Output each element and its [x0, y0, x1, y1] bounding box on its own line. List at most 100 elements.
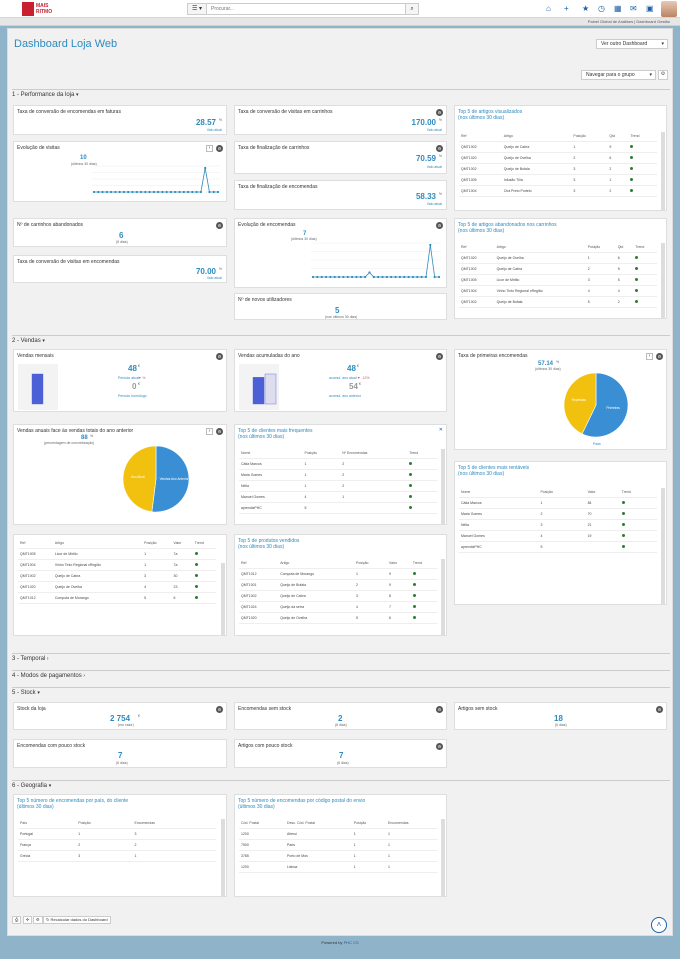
column-header[interactable]: Ref	[459, 243, 495, 253]
table-row[interactable]: QMT1020 Queijo de Ovelha 1 6	[459, 252, 657, 264]
kpi-link[interactable]: Valo atual	[206, 276, 222, 280]
gear-icon[interactable]: ⚙	[436, 353, 443, 360]
chevron-right-icon[interactable]: ›	[206, 428, 213, 435]
navigate-group-select[interactable]: Navegar para o grupo ▾	[581, 70, 656, 80]
table-row[interactable]: Nélia 1 2	[239, 480, 437, 492]
table-row[interactable]: QMT1020 Queijo de Ovelha 2 6	[459, 152, 657, 164]
column-header[interactable]: Nome	[459, 488, 539, 498]
expand-button[interactable]: ✣	[23, 916, 33, 924]
table-scrollbar[interactable]	[441, 449, 445, 524]
column-header[interactable]: Ref	[18, 539, 53, 549]
table-row[interactable]: 1200 Afensi 1 1	[239, 828, 437, 840]
table-row[interactable]: Maria Gomes 1 2	[239, 469, 437, 481]
table-row[interactable]: QMT1002 Queijo de Cabra 3 8	[239, 590, 437, 602]
kpi-link[interactable]: Período homólogo	[118, 394, 147, 398]
column-header[interactable]: Artigo	[494, 243, 586, 253]
table-row[interactable]: QMT1004 Vinho Tinto Regional xRegião 1 7a	[18, 559, 216, 571]
table-row[interactable]: QMT1005 Licor de Mirtilo 3 5	[459, 274, 657, 286]
table-row[interactable]: QMT1020 Queijo de Ovelha 5 6	[239, 612, 437, 624]
calendar-icon[interactable]: ▦	[614, 4, 622, 13]
column-header[interactable]: Encomendas	[132, 819, 216, 829]
table-row[interactable]: Manuel Gomes 4 19	[459, 530, 657, 542]
column-header[interactable]: Valor	[171, 539, 193, 549]
section-sales[interactable]: 2 - Vendas ▾	[12, 335, 670, 344]
section-performance[interactable]: 1 - Performance da loja ▾	[12, 89, 670, 98]
table-row[interactable]: QMT1002 Queijo de Cabra 1 9	[459, 141, 657, 153]
column-header[interactable]: Posição	[142, 539, 172, 549]
avatar[interactable]	[661, 1, 677, 17]
column-header[interactable]: Trend	[407, 449, 437, 459]
table-row[interactable]: 7500 Paris 1 1	[239, 839, 437, 851]
table-scrollbar[interactable]	[221, 563, 225, 635]
home-icon[interactable]: ⌂	[546, 4, 551, 13]
table-row[interactable]: QMT1005 Infusão Tília 3 1	[459, 174, 657, 186]
table-row[interactable]: Cátia Marcos 1 2	[239, 458, 437, 470]
table-row[interactable]: QMT1004 Chá Preto Portelo 3 2	[459, 185, 657, 197]
table-row[interactable]: QMT1024 Queijo da serra 4 7	[239, 601, 437, 613]
gear-icon[interactable]: ⚙	[216, 353, 223, 360]
table-row[interactable]: QMT1005 Licor de Mirtilo 1 7a	[18, 548, 216, 560]
breadcrumb[interactable]: Painel Global de Análises | Dashboard Ge…	[587, 19, 670, 24]
gear-icon[interactable]: ⚙	[436, 222, 443, 229]
table-scrollbar[interactable]	[661, 132, 665, 210]
kpi-link[interactable]: Valo atual	[426, 202, 442, 206]
column-header[interactable]: País	[18, 819, 77, 829]
options-button[interactable]: ⚙	[33, 916, 43, 924]
table-row[interactable]: QMT1020 Queijo de Ovelha 4 23	[18, 581, 216, 593]
table-row[interactable]: QMT1001 Queijo de Bufala 2 9	[239, 579, 437, 591]
table-scrollbar[interactable]	[221, 819, 225, 896]
section-payment-modes[interactable]: 4 - Modos de pagamentos ›	[12, 670, 670, 679]
gear-icon[interactable]: ⚙	[656, 706, 663, 713]
gear-icon[interactable]: ⚙	[216, 706, 223, 713]
column-header[interactable]: Posição	[571, 132, 608, 142]
alerts-icon[interactable]: ▣	[646, 4, 654, 13]
column-header[interactable]: Trend	[410, 559, 437, 569]
column-header[interactable]: Posição	[302, 449, 341, 459]
column-header[interactable]: Ref	[459, 132, 502, 142]
table-row[interactable]: Grécia 3 1	[18, 850, 216, 862]
table-row[interactable]: 1200 Lisboa 1 1	[239, 861, 437, 873]
chevron-right-icon[interactable]: ›	[206, 145, 213, 152]
section-geography[interactable]: 6 - Geografia ▾	[12, 780, 670, 789]
gear-icon[interactable]: ⚙	[436, 145, 443, 152]
star-icon[interactable]: ★	[582, 4, 590, 13]
search-scope-select[interactable]: ☰ ▾	[188, 4, 207, 14]
gear-icon[interactable]: ⚙	[436, 706, 443, 713]
brand-link[interactable]: PHC CS	[343, 940, 359, 945]
table-row[interactable]: França 2 2	[18, 839, 216, 851]
table-row[interactable]: QMT1012 Compota de Morango 1 9	[239, 568, 437, 580]
kpi-link[interactable]: acumul. ano anterior	[329, 394, 361, 398]
chevron-right-icon[interactable]: ›	[646, 353, 653, 360]
gear-icon[interactable]: ⚙	[656, 353, 663, 360]
column-header[interactable]: Artigo	[501, 132, 572, 142]
kpi-link[interactable]: Valo atual	[426, 128, 442, 132]
column-header[interactable]: Cód. Postal	[239, 819, 286, 829]
table-row[interactable]: QMT1002 Queijo de Bufala 5 2	[459, 296, 657, 308]
table-row[interactable]: Nélia 3 21	[459, 519, 657, 531]
column-header[interactable]: Qtd	[607, 132, 629, 142]
table-scrollbar[interactable]	[441, 819, 445, 896]
column-header[interactable]: Posição	[538, 488, 586, 498]
kpi-link[interactable]: Valo atual	[426, 165, 442, 169]
messages-icon[interactable]: ✉	[630, 4, 637, 13]
gear-icon[interactable]: ⚙	[216, 222, 223, 229]
gear-icon[interactable]: ⚙	[216, 145, 223, 152]
scroll-top-button[interactable]: ˄	[651, 917, 667, 933]
table-row[interactable]: Portugal 1 3	[18, 828, 216, 840]
clock-icon[interactable]: ◷	[598, 4, 605, 13]
table-row[interactable]: Cátia Marcos 1 84	[459, 497, 657, 509]
table-row[interactable]: 3785 Porto de Mós 1 1	[239, 850, 437, 862]
settings-button[interactable]: ⚙	[658, 70, 668, 80]
column-header[interactable]: Trend	[633, 243, 657, 253]
view-other-dashboard-select[interactable]: Ver outro Dashboard ▾	[596, 39, 668, 49]
table-scrollbar[interactable]	[661, 243, 665, 318]
table-row[interactable]: QMT1012 Compota de Morango 5 6	[18, 592, 216, 604]
search-icon[interactable]: ⌕	[405, 4, 418, 14]
print-button[interactable]: ⎙	[12, 916, 22, 924]
gear-icon[interactable]: ⚙	[436, 109, 443, 116]
table-row[interactable]: QMT1002 Queijo de Cabra 3 30	[18, 570, 216, 582]
column-header[interactable]: Encomendas	[386, 819, 437, 829]
column-header[interactable]: Ref	[239, 559, 279, 569]
table-row[interactable]: QMT1004 Vinho Tinto Regional xRegião 4 4	[459, 285, 657, 297]
pie-link[interactable]: Pass	[593, 442, 601, 446]
